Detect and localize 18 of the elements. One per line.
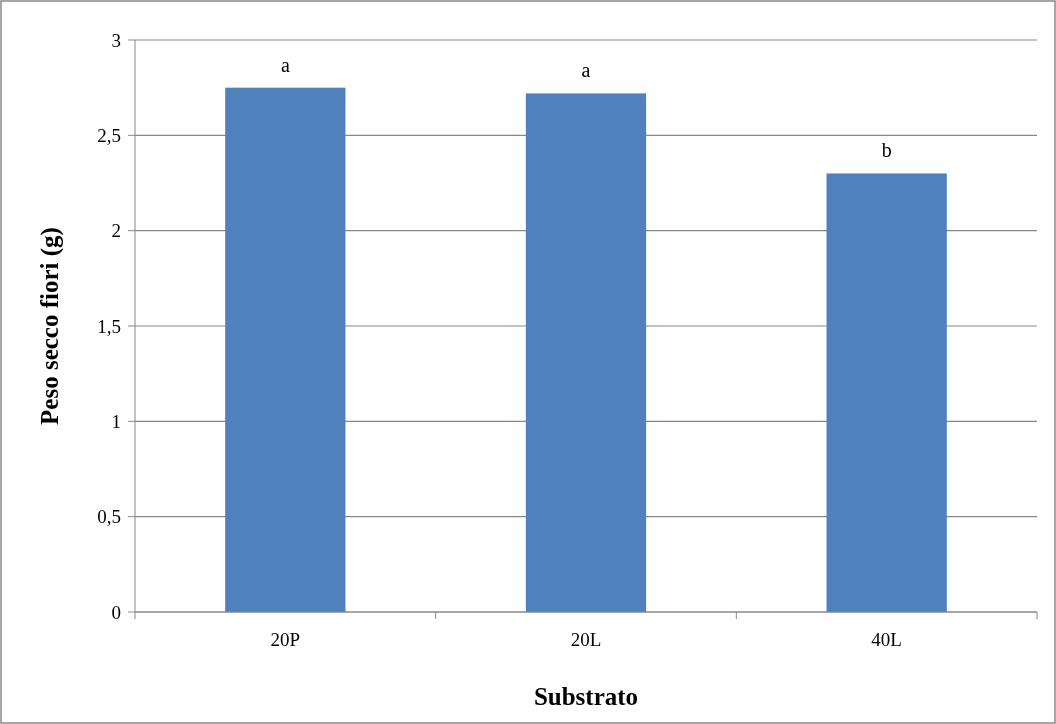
x-tick-label: 40L <box>871 629 902 650</box>
annotation: b <box>881 139 892 162</box>
y-tick-label: 0,5 <box>97 506 121 528</box>
y-tick-label: 1 <box>111 410 121 432</box>
annotation: a <box>280 53 290 76</box>
x-tick-label: 20P <box>270 629 301 650</box>
bar <box>826 173 947 612</box>
y-tick-label: 1,5 <box>97 315 121 337</box>
bar <box>525 93 647 612</box>
y-tick-label: 2 <box>111 220 121 242</box>
y-tick-label: 0 <box>111 601 121 623</box>
bar <box>225 87 346 612</box>
annotation: a <box>581 59 591 82</box>
y-tick-label: 3 <box>111 29 121 51</box>
x-axis-title: Substrato <box>533 683 639 710</box>
y-axis-title: Peso secco fiori (g) <box>36 227 64 425</box>
y-tick-label: 2,5 <box>97 124 121 146</box>
x-tick-label: 20L <box>570 629 602 650</box>
